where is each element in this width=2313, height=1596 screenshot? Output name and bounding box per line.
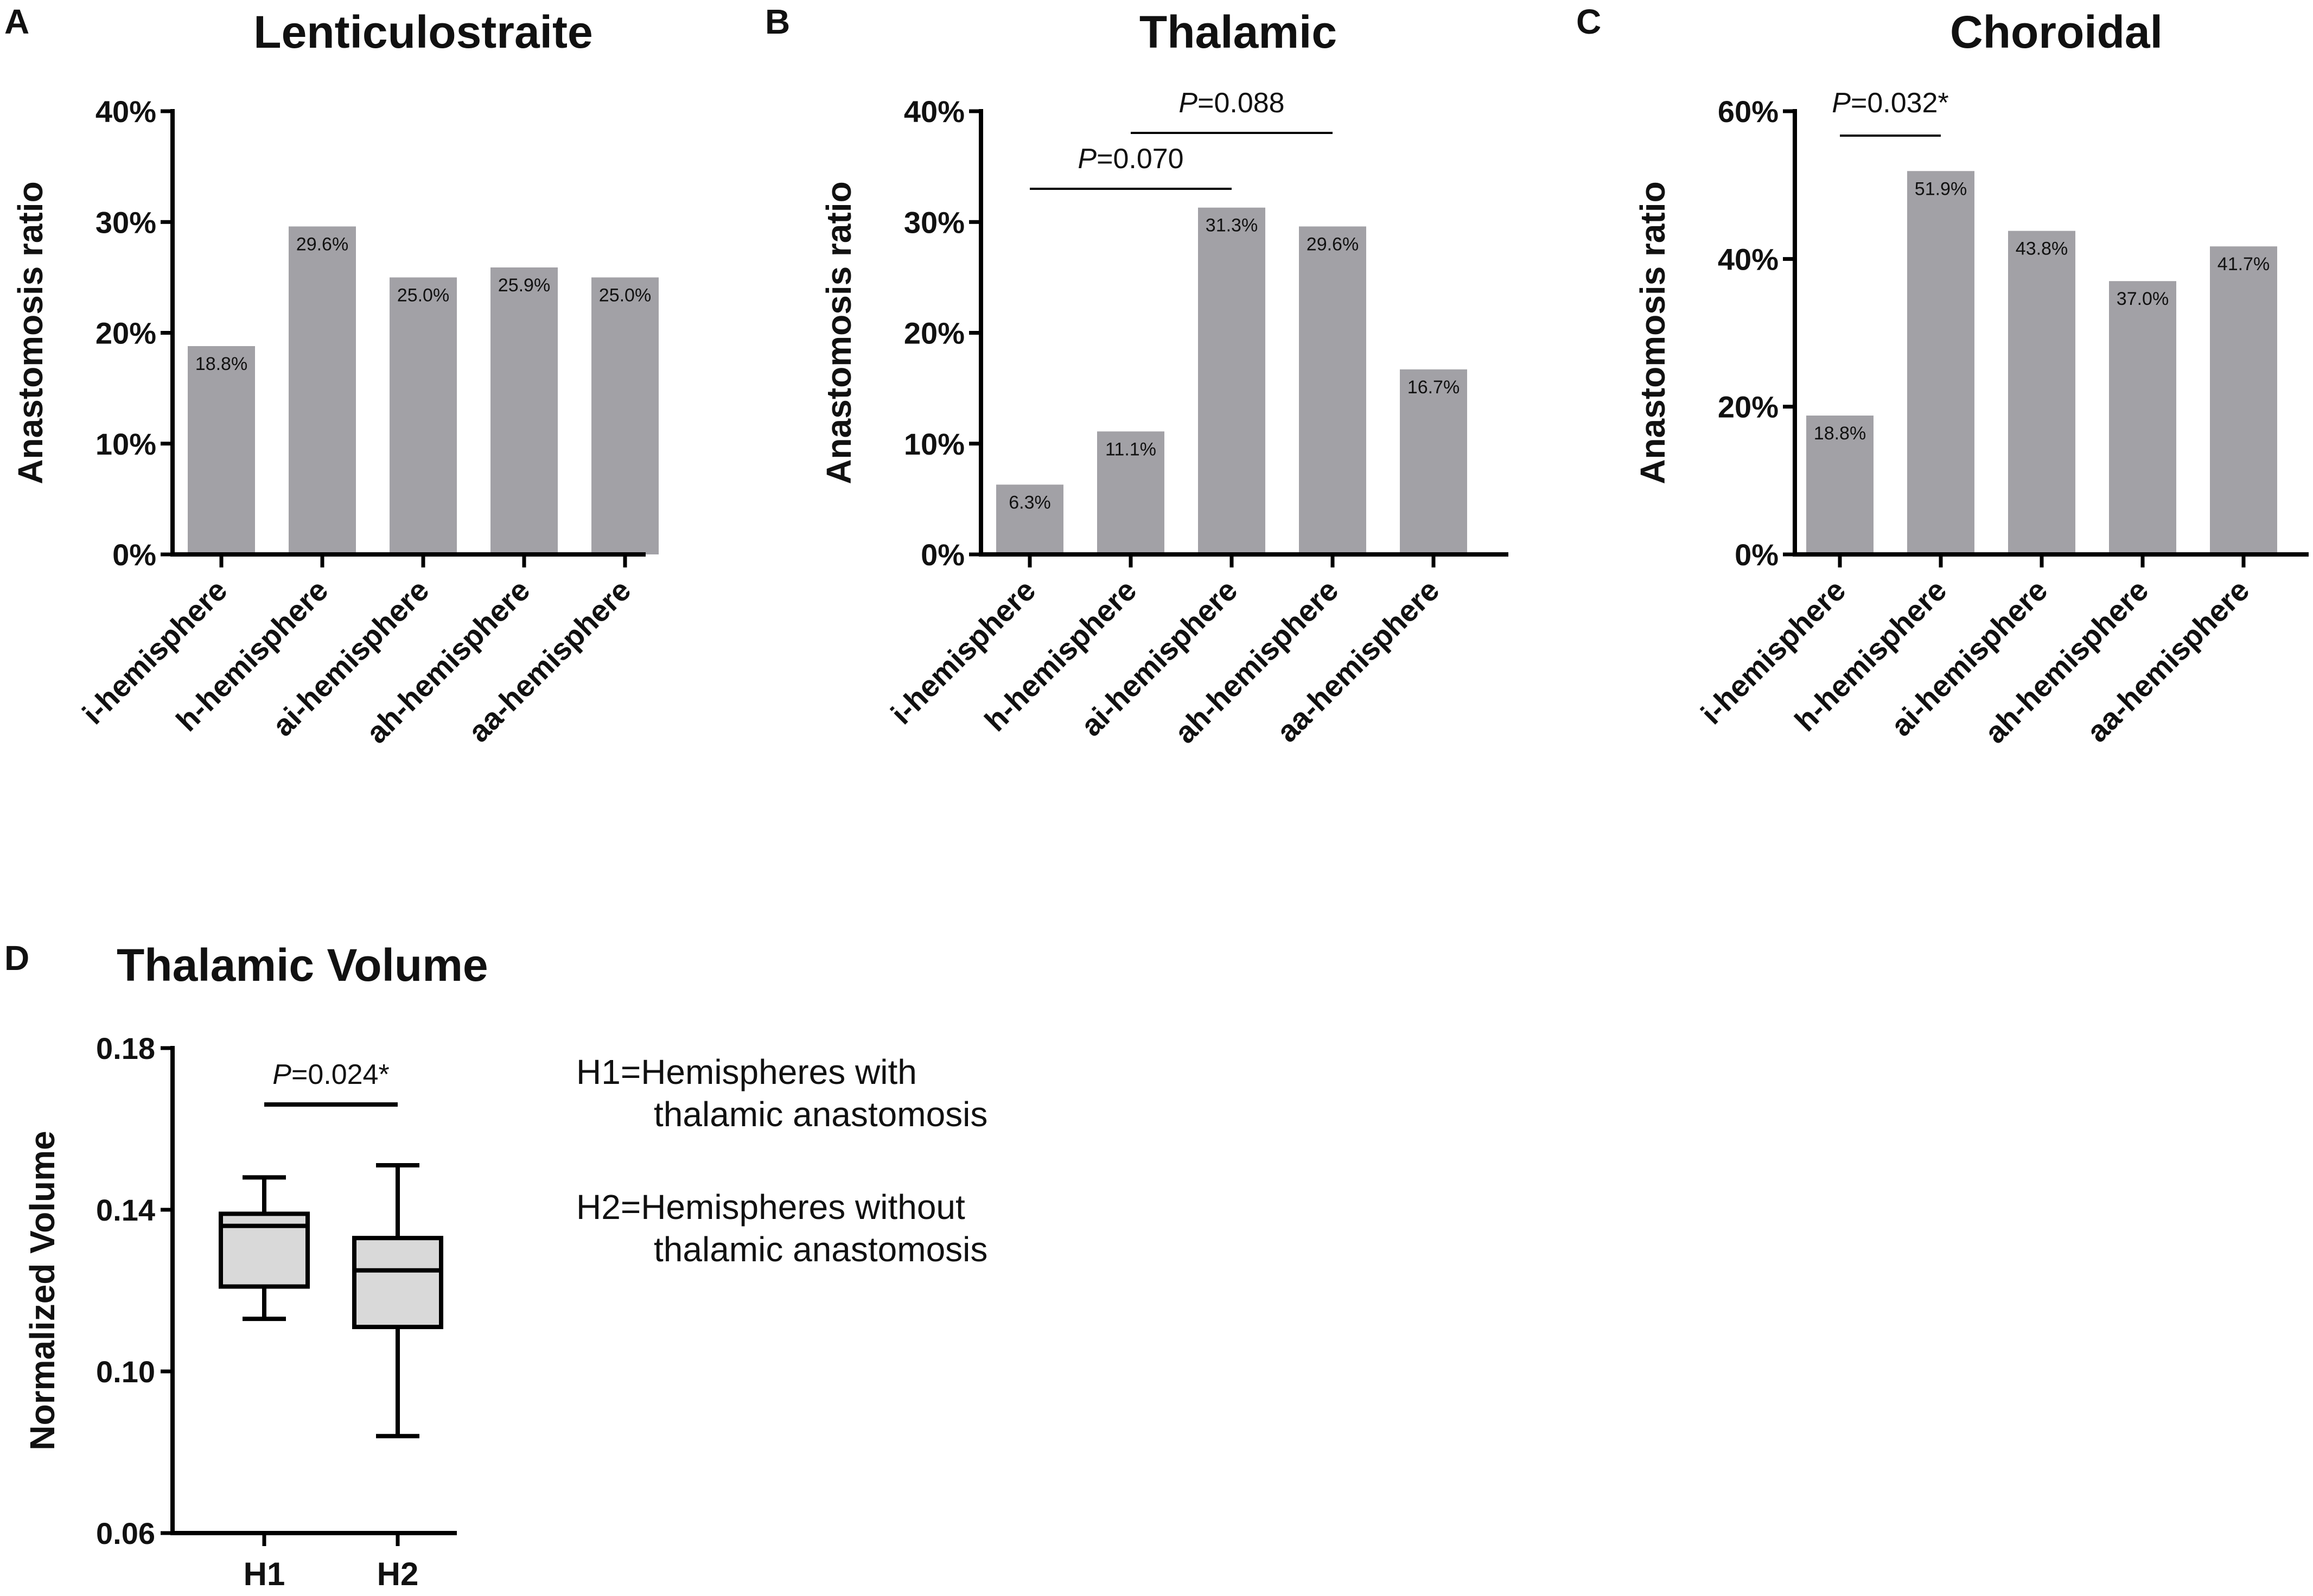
p-symbol: P [1832,87,1851,119]
p-value-label: P=0.024* [272,1059,389,1090]
bar [1198,207,1265,554]
chart-title: Thalamic Volume [117,940,488,991]
legend-line: thalamic anastomosis [654,1095,987,1134]
p-value-label: P=0.088 [1178,87,1284,119]
data-label: 25.0% [599,285,651,305]
box-h1 [219,1175,310,1322]
chart-title: Choroidal [1950,7,2163,58]
y-tick-label: 0% [112,538,156,572]
panel-letter: A [4,2,29,41]
bar [490,267,558,554]
data-label: 51.9% [1915,178,1967,199]
y-tick-label: 30% [95,205,156,239]
panel-d: D Thalamic Volume Normalized Volume 0.06 0.1… [4,939,987,1592]
bar [1097,431,1164,554]
y-tick-label: 40% [904,94,965,129]
data-label: 29.6% [296,234,348,254]
data-label: 25.9% [498,275,550,296]
y-tick-label: 0.18 [96,1031,155,1065]
bar [2109,281,2176,554]
data-label: 16.7% [1407,377,1460,398]
bar [1907,171,1974,554]
data-label: 18.8% [1814,423,1866,444]
data-label: 18.8% [195,354,247,374]
y-axis-label: Anastomosis ratio [1633,181,1672,484]
p-value-label: P=0.070 [1078,143,1183,175]
data-label: 11.1% [1105,439,1156,459]
bar [591,277,659,554]
box-h2 [352,1163,443,1439]
bar [1400,369,1467,554]
y-tick-label: 0.06 [96,1516,155,1550]
x-tick-label: H1 [244,1556,285,1592]
iqr-box [352,1236,443,1330]
bar [1299,226,1366,554]
data-label: 6.3% [1009,492,1051,513]
p-symbol: P [1078,143,1097,175]
bar [996,484,1063,554]
y-tick-label: 30% [904,205,965,239]
y-axis-label: Anastomosis ratio [819,181,858,484]
panel-a: A Lenticulostraite Anastomosis ratio 18.8% 2… [4,2,659,750]
p-value-label: P=0.032* [1832,87,1948,119]
x-tick-label: H2 [377,1556,419,1592]
bar [2008,231,2075,555]
y-tick-label: 0.14 [96,1193,155,1227]
panel-b: B Thalamic Anastomosis ratio 6.3% 11.1% 31.3%… [765,2,1508,750]
y-tick-label: 0% [921,538,965,572]
data-label: 37.0% [2117,289,2169,309]
p-symbol: P [272,1059,291,1090]
y-tick-label: 0.10 [96,1355,155,1389]
y-tick-label: 20% [1718,390,1779,424]
p-value: =0.088 [1197,87,1285,119]
y-tick-label: 10% [95,427,156,461]
data-label: 25.0% [397,285,449,305]
y-axis-label: Anastomosis ratio [11,181,50,484]
p-value: =0.070 [1097,143,1184,175]
y-tick-label: 20% [904,316,965,350]
panel-letter: B [765,2,790,41]
y-tick-label: 40% [95,94,156,129]
panel-letter: C [1576,2,1601,41]
data-label: 43.8% [2016,239,2068,259]
data-label: 41.7% [2218,254,2270,274]
p-value: =0.024* [291,1059,390,1090]
panel-letter: D [4,939,29,978]
bar [289,226,356,554]
bar [1806,416,1874,554]
data-label: 29.6% [1307,234,1359,254]
y-tick-label: 0% [1735,538,1779,572]
data-label: 31.3% [1206,215,1258,236]
bar [390,277,457,554]
bar [2210,246,2277,554]
y-tick-label: 20% [95,316,156,350]
bar [188,346,255,554]
y-axis-label: Normalized Volume [23,1131,62,1450]
legend-line: H2=Hemispheres without [576,1188,965,1227]
chart-title: Thalamic [1139,7,1337,58]
y-tick-label: 60% [1718,94,1779,129]
y-tick-label: 10% [904,427,965,461]
legend-line: thalamic anastomosis [654,1230,987,1269]
legend-line: H1=Hemispheres with [576,1052,917,1091]
p-value: =0.032* [1851,87,1949,119]
p-symbol: P [1178,87,1197,119]
panel-c: C Choroidal Anastomosis ratio 18.8% 51.9% 43.… [1576,2,2309,750]
y-tick-label: 40% [1718,242,1779,276]
chart-title: Lenticulostraite [253,7,592,58]
